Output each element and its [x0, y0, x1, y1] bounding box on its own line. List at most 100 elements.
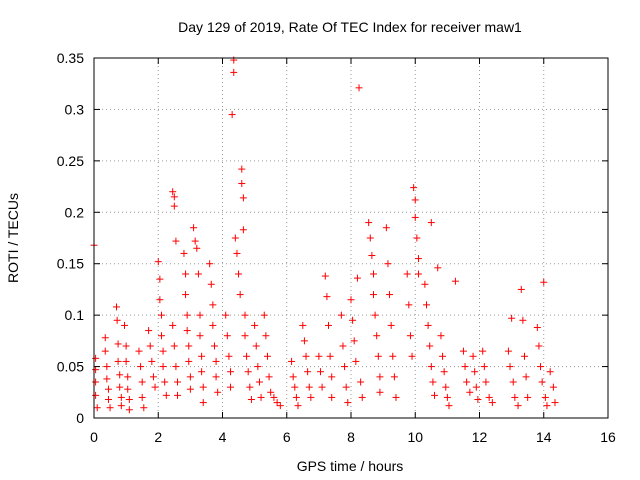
- data-point: [199, 383, 207, 391]
- data-point: [292, 393, 300, 401]
- data-point: [408, 352, 416, 360]
- data-point: [193, 244, 201, 252]
- data-point: [440, 368, 448, 376]
- data-point: [318, 383, 326, 391]
- data-point: [369, 291, 377, 299]
- data-point: [125, 406, 133, 414]
- data-point: [328, 373, 336, 381]
- data-point: [469, 352, 477, 360]
- data-point: [511, 393, 519, 401]
- x-tick-label: 2: [154, 429, 162, 445]
- data-point: [191, 237, 199, 245]
- data-point: [222, 311, 230, 319]
- data-point: [304, 368, 312, 376]
- data-point: [104, 385, 112, 393]
- data-point: [424, 321, 432, 329]
- data-point: [369, 270, 377, 278]
- data-point: [196, 332, 204, 340]
- data-point: [174, 378, 182, 386]
- data-point: [403, 270, 411, 278]
- data-point: [405, 301, 413, 309]
- data-point: [140, 404, 148, 412]
- data-point: [341, 363, 349, 371]
- data-point: [239, 194, 247, 202]
- data-point: [92, 378, 100, 386]
- data-point: [376, 373, 384, 381]
- y-tick-label: 0: [76, 410, 84, 426]
- data-point: [443, 393, 451, 401]
- data-point: [406, 332, 414, 340]
- data-point: [244, 368, 252, 376]
- data-point: [114, 357, 122, 365]
- data-point: [223, 332, 231, 340]
- data-point: [307, 393, 315, 401]
- data-point: [384, 260, 392, 268]
- data-point: [185, 357, 193, 365]
- data-point: [101, 334, 109, 342]
- data-point: [228, 111, 236, 119]
- y-tick-label: 0.05: [57, 359, 84, 375]
- data-point: [251, 321, 259, 329]
- data-point: [514, 402, 522, 410]
- data-point: [124, 385, 132, 393]
- data-point: [344, 399, 352, 407]
- data-point: [480, 363, 488, 371]
- data-point: [451, 277, 459, 285]
- data-point: [300, 337, 308, 345]
- x-tick-label: 0: [90, 429, 98, 445]
- data-point: [260, 311, 268, 319]
- data-point: [225, 352, 233, 360]
- data-point: [122, 357, 130, 365]
- data-point: [194, 270, 202, 278]
- data-point: [106, 404, 114, 412]
- data-point: [479, 347, 487, 355]
- data-point: [254, 363, 262, 371]
- data-point: [161, 378, 169, 386]
- x-tick-label: 8: [347, 429, 355, 445]
- data-point: [209, 301, 217, 309]
- data-point: [541, 393, 549, 401]
- data-point: [182, 270, 190, 278]
- data-point: [149, 373, 157, 381]
- data-point: [273, 399, 281, 407]
- data-point: [294, 402, 302, 410]
- data-point: [122, 342, 130, 350]
- data-point: [212, 373, 220, 381]
- data-point: [146, 342, 154, 350]
- data-point: [135, 347, 143, 355]
- data-point: [145, 327, 153, 335]
- data-point: [305, 383, 313, 391]
- ticks-layer: 0 2 4 6 8 10 12 14 16 0 0.05 0.1 0.15 0.2 0.25 0.3 0.35: [57, 50, 616, 445]
- data-point: [390, 373, 398, 381]
- data-point: [522, 373, 530, 381]
- data-point: [236, 291, 244, 299]
- data-point: [185, 342, 193, 350]
- points-layer: [90, 56, 559, 414]
- data-point: [411, 213, 419, 221]
- data-point: [463, 378, 471, 386]
- data-point: [263, 352, 271, 360]
- data-point: [291, 383, 299, 391]
- data-point: [537, 363, 545, 371]
- data-point: [231, 234, 239, 242]
- data-point: [374, 352, 382, 360]
- data-point: [156, 275, 164, 283]
- data-point: [104, 395, 112, 403]
- data-point: [461, 363, 469, 371]
- data-point: [342, 383, 350, 391]
- data-point: [186, 385, 194, 393]
- data-point: [326, 352, 334, 360]
- data-point: [321, 272, 329, 280]
- data-point: [103, 375, 111, 383]
- x-tick-label: 10: [407, 429, 423, 445]
- data-point: [170, 193, 178, 201]
- data-point: [373, 332, 381, 340]
- data-point: [238, 165, 246, 173]
- data-point: [382, 224, 390, 232]
- data-point: [207, 280, 215, 288]
- data-point: [170, 342, 178, 350]
- data-point: [376, 388, 384, 396]
- data-point: [414, 255, 422, 263]
- y-tick-label: 0.25: [57, 153, 84, 169]
